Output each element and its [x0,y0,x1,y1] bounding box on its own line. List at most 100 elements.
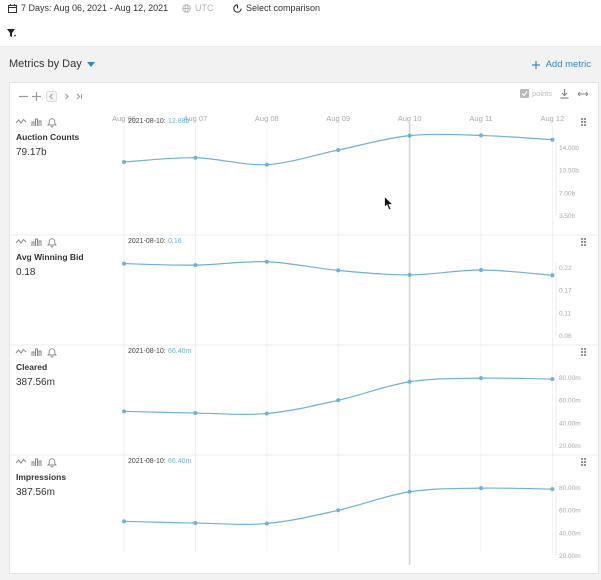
data-point[interactable] [264,521,269,526]
y-tick-label: 10.50b [559,168,579,175]
metrics-by-day-selector[interactable]: Metrics by Day [9,58,95,70]
data-point[interactable] [550,273,555,278]
x-tick-label: Aug 12 [541,114,565,123]
data-point[interactable] [122,409,126,414]
data-point[interactable] [550,137,555,142]
date-range-picker[interactable]: 7 Days: Aug 06, 2021 - Aug 12, 2021 [8,3,168,13]
x-tick-label: Aug 09 [326,114,350,123]
zoom-in-icon[interactable] [32,92,41,101]
row-actions [15,238,57,248]
chart-panel: points Aug 06 Aug 07 Aug 08 Aug 09 Aug 10 Aug… [9,82,599,574]
line-chart-icon[interactable] [15,118,27,124]
comparison-selector[interactable]: Select comparison [233,3,320,13]
drag-handle-icon[interactable] [581,348,586,356]
jump-to-end-icon[interactable] [74,91,85,102]
download-icon[interactable] [560,89,569,99]
metrics-chart-svg[interactable]: Aug 06 Aug 07 Aug 08 Aug 09 Aug 10 Aug 11 Aug … [10,83,598,573]
top-bar: 7 Days: Aug 06, 2021 - Aug 12, 2021 UTC … [0,0,601,18]
y-tick-label: 0.06 [559,333,572,340]
data-point[interactable] [407,272,412,277]
add-metric-button[interactable]: Add metric [531,59,591,70]
y-tick-label: 3.50b [559,213,576,220]
filter-bar [0,20,601,47]
add-metric-label: Add metric [545,59,591,70]
alert-bell-icon[interactable] [47,458,57,468]
timezone-selector[interactable]: UTC [182,3,214,13]
data-point[interactable] [479,268,483,272]
y-tick-label: 20.00m [559,443,581,450]
drag-handle-icon[interactable] [581,238,586,246]
zoom-out-icon[interactable] [19,92,28,101]
data-point[interactable] [264,162,269,167]
data-point[interactable] [336,268,341,273]
points-label: points [531,89,552,98]
metric-title: Avg Winning Bid [16,252,84,262]
timezone-label: UTC [195,3,214,13]
y-tick-label: 80.00m [559,485,581,492]
row-actions [15,348,57,358]
plus-icon [531,60,540,69]
line-chart-icon[interactable] [15,238,27,244]
hover-date: 2021-08-10: [128,238,166,245]
bar-chart-icon[interactable] [31,238,42,246]
alert-bell-icon[interactable] [47,348,57,358]
x-tick-label: Aug 08 [255,114,279,123]
y-tick-label: 40.00m [559,420,581,427]
row-actions [15,118,57,128]
comparison-label: Select comparison [246,3,321,13]
filter-icon[interactable] [7,29,17,38]
y-tick-label: 14.00b [559,145,579,152]
hover-date: 2021-08-10: [128,118,166,125]
hover-date: 2021-08-10: [128,458,166,465]
data-point[interactable] [193,155,198,160]
y-tick-label: 20.00m [559,553,581,560]
expand-width-icon[interactable] [578,91,588,97]
pan-right-icon[interactable] [61,91,72,102]
hover-date: 2021-08-10: [128,348,166,355]
x-tick-label: Aug 10 [398,114,422,123]
data-point[interactable] [193,263,198,268]
globe-icon [182,3,191,13]
data-point[interactable] [193,521,198,526]
data-point[interactable] [264,259,269,264]
line-chart-icon[interactable] [15,458,27,464]
data-point[interactable] [122,519,126,524]
drag-handle-icon[interactable] [581,458,586,466]
data-point[interactable] [550,487,555,492]
data-point[interactable] [479,133,483,138]
alert-bell-icon[interactable] [47,238,57,248]
data-point[interactable] [264,411,269,416]
data-point[interactable] [407,379,412,384]
drag-handle-icon[interactable] [581,118,586,126]
data-point[interactable] [479,486,483,491]
x-tick-label: Aug 11 [469,114,492,123]
y-tick-label: 60.00m [559,508,581,515]
y-tick-label: 7.00b [559,190,576,197]
y-tick-label: 60.00m [559,398,581,405]
metric-summary-value: 0.18 [16,267,36,278]
alert-bell-icon[interactable] [47,118,57,128]
data-point[interactable] [407,133,412,138]
metric-summary-value: 79.17b [16,147,47,158]
mouse-cursor-icon [384,196,394,211]
pan-left-icon[interactable] [46,91,57,102]
bar-chart-icon[interactable] [31,458,42,466]
calendar-icon [8,3,17,13]
data-point[interactable] [336,398,341,403]
data-point[interactable] [193,411,198,416]
data-point[interactable] [407,489,412,494]
data-point[interactable] [122,261,126,266]
y-tick-label: 0.22 [559,265,572,272]
bar-chart-icon[interactable] [31,348,42,356]
data-point[interactable] [336,508,341,513]
hover-value: 12.88b [168,118,190,125]
data-point[interactable] [336,148,341,152]
points-toggle[interactable]: points [519,89,552,98]
data-point[interactable] [479,376,483,381]
row-actions [15,458,57,468]
line-chart-icon[interactable] [15,348,27,354]
bar-chart-icon[interactable] [31,118,42,126]
data-point[interactable] [550,377,555,382]
y-tick-label: 80.00m [559,375,581,382]
data-point[interactable] [122,160,126,164]
